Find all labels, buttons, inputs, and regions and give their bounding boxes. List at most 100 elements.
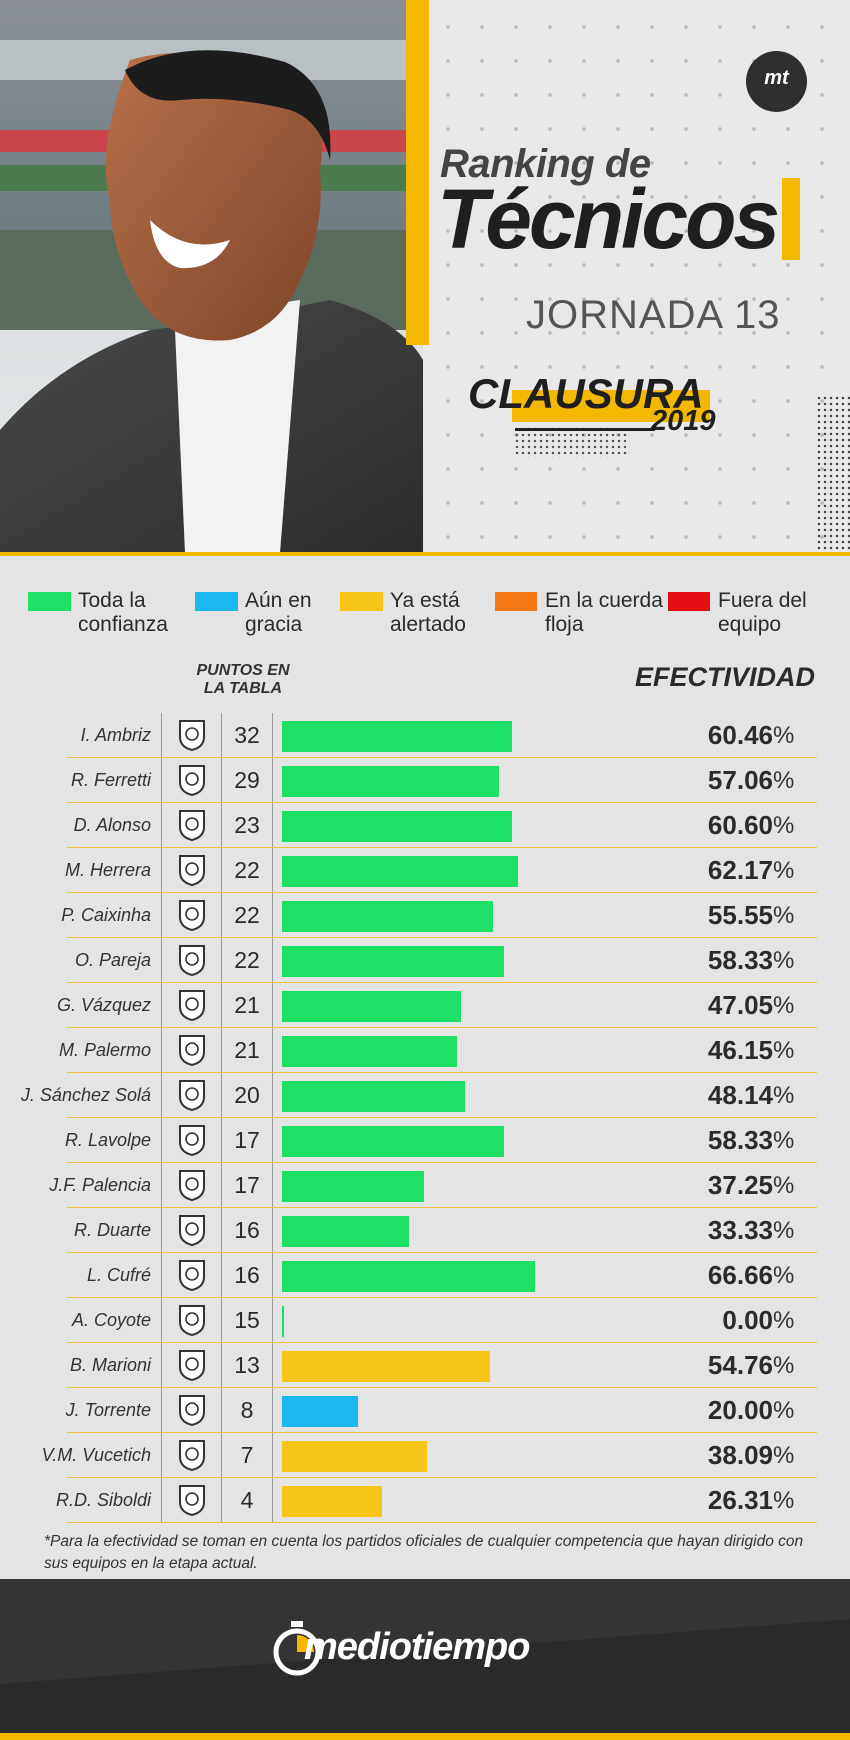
effectiveness-value: 20.00: [707, 1395, 773, 1425]
effectiveness-bar: [282, 901, 494, 932]
table-row: M. Herrera 22 62.17%: [0, 848, 850, 893]
row-separator: [67, 1522, 817, 1523]
team-crest-icon: [179, 945, 205, 977]
table-row: V.M. Vucetich 7 38.09%: [0, 1433, 850, 1478]
percent-sign: %: [773, 1352, 795, 1379]
mt-logo-icon: mt: [746, 51, 807, 112]
row-separator: [67, 1117, 817, 1118]
effectiveness-bar: [282, 856, 519, 887]
points-value: 8: [240, 1397, 254, 1423]
row-separator: [67, 757, 817, 758]
column-divider: [221, 1388, 222, 1433]
column-divider: [161, 1433, 162, 1478]
effectiveness-bar: [282, 1171, 424, 1202]
ranking-table: I. Ambriz 32 60.46% R. Ferretti 29 57.06% D. A…: [0, 713, 850, 1523]
title-accent-bar: [782, 178, 800, 260]
effectiveness-bar: [282, 1441, 427, 1472]
column-divider: [272, 848, 273, 893]
coach-name: A. Coyote: [71, 1310, 151, 1330]
row-separator: [67, 1207, 817, 1208]
team-crest-icon: [179, 990, 205, 1022]
coach-name: B. Marioni: [69, 1355, 151, 1375]
column-divider: [221, 1298, 222, 1343]
column-divider: [272, 1163, 273, 1208]
table-row: R. Duarte 16 33.33%: [0, 1208, 850, 1253]
row-separator: [67, 802, 817, 803]
stopwatch-icon: [273, 1621, 321, 1676]
coach-name: R.D. Siboldi: [55, 1490, 151, 1510]
brand-logo: mediotiempo: [304, 1626, 530, 1668]
coach-name: J. Sánchez Solá: [20, 1085, 151, 1105]
legend-swatch: [495, 592, 537, 611]
effectiveness-value: 48.14: [707, 1080, 773, 1110]
effectiveness-value: 26.31: [707, 1485, 773, 1515]
points-column-header: PUNTOS EN LA TABLA: [196, 662, 290, 697]
percent-sign: %: [773, 1172, 795, 1199]
column-divider: [161, 1073, 162, 1118]
column-divider: [161, 893, 162, 938]
effectiveness-value: 66.66: [707, 1260, 773, 1290]
table-row: R. Lavolpe 17 58.33%: [0, 1118, 850, 1163]
table-row: A. Coyote 15 0.00%: [0, 1298, 850, 1343]
points-value: 29: [234, 767, 260, 793]
points-value: 17: [234, 1127, 260, 1153]
percent-sign: %: [773, 767, 795, 794]
yellow-accent-bar: [406, 0, 429, 345]
tournament-name: CLAUSURA: [468, 370, 704, 417]
coach-name: O. Pareja: [74, 950, 151, 970]
column-divider: [221, 713, 222, 758]
team-crest-icon: [179, 1485, 205, 1517]
coach-name: R. Duarte: [73, 1220, 151, 1240]
tournament-highlight: [512, 390, 710, 422]
column-divider: [161, 938, 162, 983]
coach-name: V.M. Vucetich: [41, 1445, 151, 1465]
effectiveness-value: 38.09: [707, 1440, 773, 1470]
effectiveness-bar: [282, 991, 461, 1022]
column-divider: [221, 1433, 222, 1478]
coach-name: D. Alonso: [73, 815, 151, 835]
column-divider: [161, 1253, 162, 1298]
column-divider: [161, 1208, 162, 1253]
team-crest-icon: [179, 1260, 205, 1292]
table-row: B. Marioni 13 54.76%: [0, 1343, 850, 1388]
column-divider: [272, 1343, 273, 1388]
effectiveness-bar: [282, 1396, 358, 1427]
percent-sign: %: [773, 902, 795, 929]
column-divider: [161, 983, 162, 1028]
column-divider: [272, 1433, 273, 1478]
effectiveness-bar: [282, 1081, 465, 1112]
effectiveness-value: 47.05: [707, 990, 773, 1020]
legend-label: Fuera del equipo: [718, 589, 807, 636]
table-row: I. Ambriz 32 60.46%: [0, 713, 850, 758]
coach-name: P. Caixinha: [61, 905, 151, 925]
column-divider: [221, 1118, 222, 1163]
coach-name: R. Ferretti: [70, 770, 151, 790]
column-divider: [272, 1028, 273, 1073]
column-divider: [221, 803, 222, 848]
row-separator: [67, 1252, 817, 1253]
team-crest-icon: [179, 1350, 205, 1382]
team-crest-icon: [179, 810, 205, 842]
points-value: 4: [240, 1487, 254, 1513]
side-dot-pattern: [816, 395, 850, 550]
effectiveness-value: 58.33: [707, 945, 773, 975]
coach-name: G. Vázquez: [56, 995, 151, 1015]
effectiveness-bar: [282, 1306, 284, 1337]
title-line-2: Técnicos: [437, 172, 780, 266]
row-separator: [67, 1432, 817, 1433]
column-divider: [161, 848, 162, 893]
team-crest-icon: [179, 1080, 205, 1112]
percent-sign: %: [773, 1037, 795, 1064]
effectiveness-value: 54.76: [707, 1350, 773, 1380]
coach-name: L. Cufré: [86, 1265, 151, 1285]
column-divider: [272, 803, 273, 848]
percent-sign: %: [773, 1442, 795, 1469]
percent-sign: %: [773, 1217, 795, 1244]
row-separator: [67, 982, 817, 983]
column-divider: [272, 938, 273, 983]
column-divider: [221, 758, 222, 803]
team-crest-icon: [179, 765, 205, 797]
footnote: *Para la efectividad se toman en cuenta …: [44, 1533, 804, 1572]
coach-name: M. Palermo: [58, 1040, 151, 1060]
tournament-dot-pattern: [514, 426, 630, 458]
